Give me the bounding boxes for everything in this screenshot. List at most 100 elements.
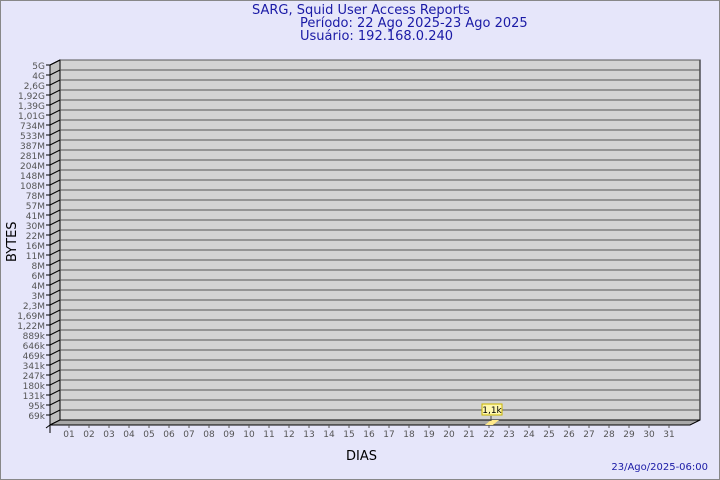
gridline-side — [49, 399, 61, 406]
y-tick-label: 1,92G — [18, 92, 45, 102]
y-tick-label: 3M — [32, 292, 46, 302]
gridline-side — [49, 119, 61, 126]
x-tick-label: 31 — [663, 430, 674, 440]
gridline-side — [49, 349, 61, 356]
y-tick-label: 1,39G — [18, 102, 45, 112]
x-tick-label: 19 — [423, 430, 435, 440]
gridline-side — [49, 339, 61, 346]
x-tick-label: 21 — [463, 430, 474, 440]
y-tick-label: 6M — [32, 272, 46, 282]
y-tick-label: 131k — [23, 392, 46, 402]
chart-period: Período: 22 Ago 2025-23 Ago 2025 — [300, 16, 528, 31]
x-tick-label: 30 — [643, 430, 655, 440]
y-tick-label: 57M — [26, 202, 45, 212]
y-tick-label: 69k — [28, 412, 45, 422]
gridline-side — [49, 199, 61, 206]
gridline-side — [49, 299, 61, 306]
y-tick-label: 95k — [28, 402, 45, 412]
y-tick-label: 4G — [32, 72, 45, 82]
gridline-side — [49, 359, 61, 366]
gridline-side — [49, 309, 61, 316]
chart-title: SARG, Squid User Access Reports — [252, 3, 470, 18]
bar-day-22 — [485, 420, 499, 425]
x-tick-label: 06 — [163, 430, 175, 440]
y-tick-label: 5G — [32, 62, 45, 72]
y-tick-label: 646k — [23, 342, 46, 352]
gridline-side — [49, 79, 61, 86]
x-tick-label: 05 — [143, 430, 154, 440]
y-tick-label: 734M — [20, 122, 45, 132]
y-tick-label: 889k — [23, 332, 46, 342]
x-tick-label: 29 — [623, 430, 635, 440]
gridline-side — [49, 389, 61, 396]
y-tick-label: 8M — [32, 262, 46, 272]
gridline-side — [49, 189, 61, 196]
x-tick-label: 25 — [543, 430, 554, 440]
x-tick-label: 10 — [243, 430, 255, 440]
x-tick-label: 12 — [283, 430, 294, 440]
y-tick-label: 180k — [23, 382, 46, 392]
y-tick-label: 1,22M — [17, 322, 45, 332]
gridline-side — [49, 329, 61, 336]
y-tick-label: 16M — [26, 242, 45, 252]
gridline-side — [49, 59, 61, 66]
x-tick-label: 28 — [603, 430, 615, 440]
x-tick-label: 15 — [343, 430, 354, 440]
x-tick-label: 17 — [383, 430, 394, 440]
x-tick-label: 20 — [443, 430, 455, 440]
x-tick-label: 02 — [83, 430, 94, 440]
gridline-side — [49, 259, 61, 266]
gridline-side — [49, 109, 61, 116]
y-tick-label: 4M — [32, 282, 46, 292]
gridline-side — [49, 169, 61, 176]
gridline-side — [49, 229, 61, 236]
x-tick-label: 13 — [303, 430, 314, 440]
gridline-side — [49, 379, 61, 386]
x-tick-label: 14 — [323, 430, 335, 440]
gridline-side — [49, 209, 61, 216]
x-tick-label: 04 — [123, 430, 135, 440]
y-tick-label: 11M — [26, 252, 45, 262]
gridline-side — [49, 319, 61, 326]
y-tick-label: 204M — [20, 162, 45, 172]
y-tick-label: 1,01G — [18, 112, 45, 122]
gridline-side — [49, 219, 61, 226]
y-tick-label: 22M — [26, 232, 45, 242]
gridline-side — [49, 179, 61, 186]
gridline-side — [49, 69, 61, 76]
y-tick-label: 281M — [20, 152, 45, 162]
y-tick-label: 533M — [20, 132, 45, 142]
gridline-side — [49, 129, 61, 136]
gridline-side — [49, 149, 61, 156]
x-tick-label: 16 — [363, 430, 375, 440]
y-tick-label: 2,3M — [23, 302, 45, 312]
y-axis-label: BYTES — [5, 221, 20, 262]
y-tick-label: 108M — [20, 182, 45, 192]
x-tick-label: 22 — [483, 430, 494, 440]
gridline-side — [49, 289, 61, 296]
y-tick-label: 78M — [26, 192, 45, 202]
x-tick-label: 07 — [183, 430, 194, 440]
x-tick-label: 27 — [583, 430, 594, 440]
x-tick-label: 23 — [503, 430, 514, 440]
x-tick-label: 26 — [563, 430, 575, 440]
plot-floor — [49, 419, 701, 426]
y-tick-label: 469k — [23, 352, 46, 362]
data-label-box — [481, 403, 503, 416]
y-axis-origin-tick — [45, 424, 51, 429]
x-tick-label: 03 — [103, 430, 114, 440]
gridline-side — [49, 99, 61, 106]
gridline-side — [49, 159, 61, 166]
gridline-side — [49, 269, 61, 276]
y-tick-label: 2,6G — [24, 82, 45, 92]
y-tick-label: 387M — [20, 142, 45, 152]
x-axis-label: DIAS — [346, 449, 377, 464]
gridline-side — [49, 369, 61, 376]
gridline-side — [49, 249, 61, 256]
x-tick-label: 09 — [223, 430, 235, 440]
y-tick-label: 41M — [26, 212, 45, 222]
x-tick-label: 08 — [203, 430, 215, 440]
y-tick-label: 247k — [23, 372, 46, 382]
chart-user: Usuário: 192.168.0.240 — [300, 29, 454, 44]
